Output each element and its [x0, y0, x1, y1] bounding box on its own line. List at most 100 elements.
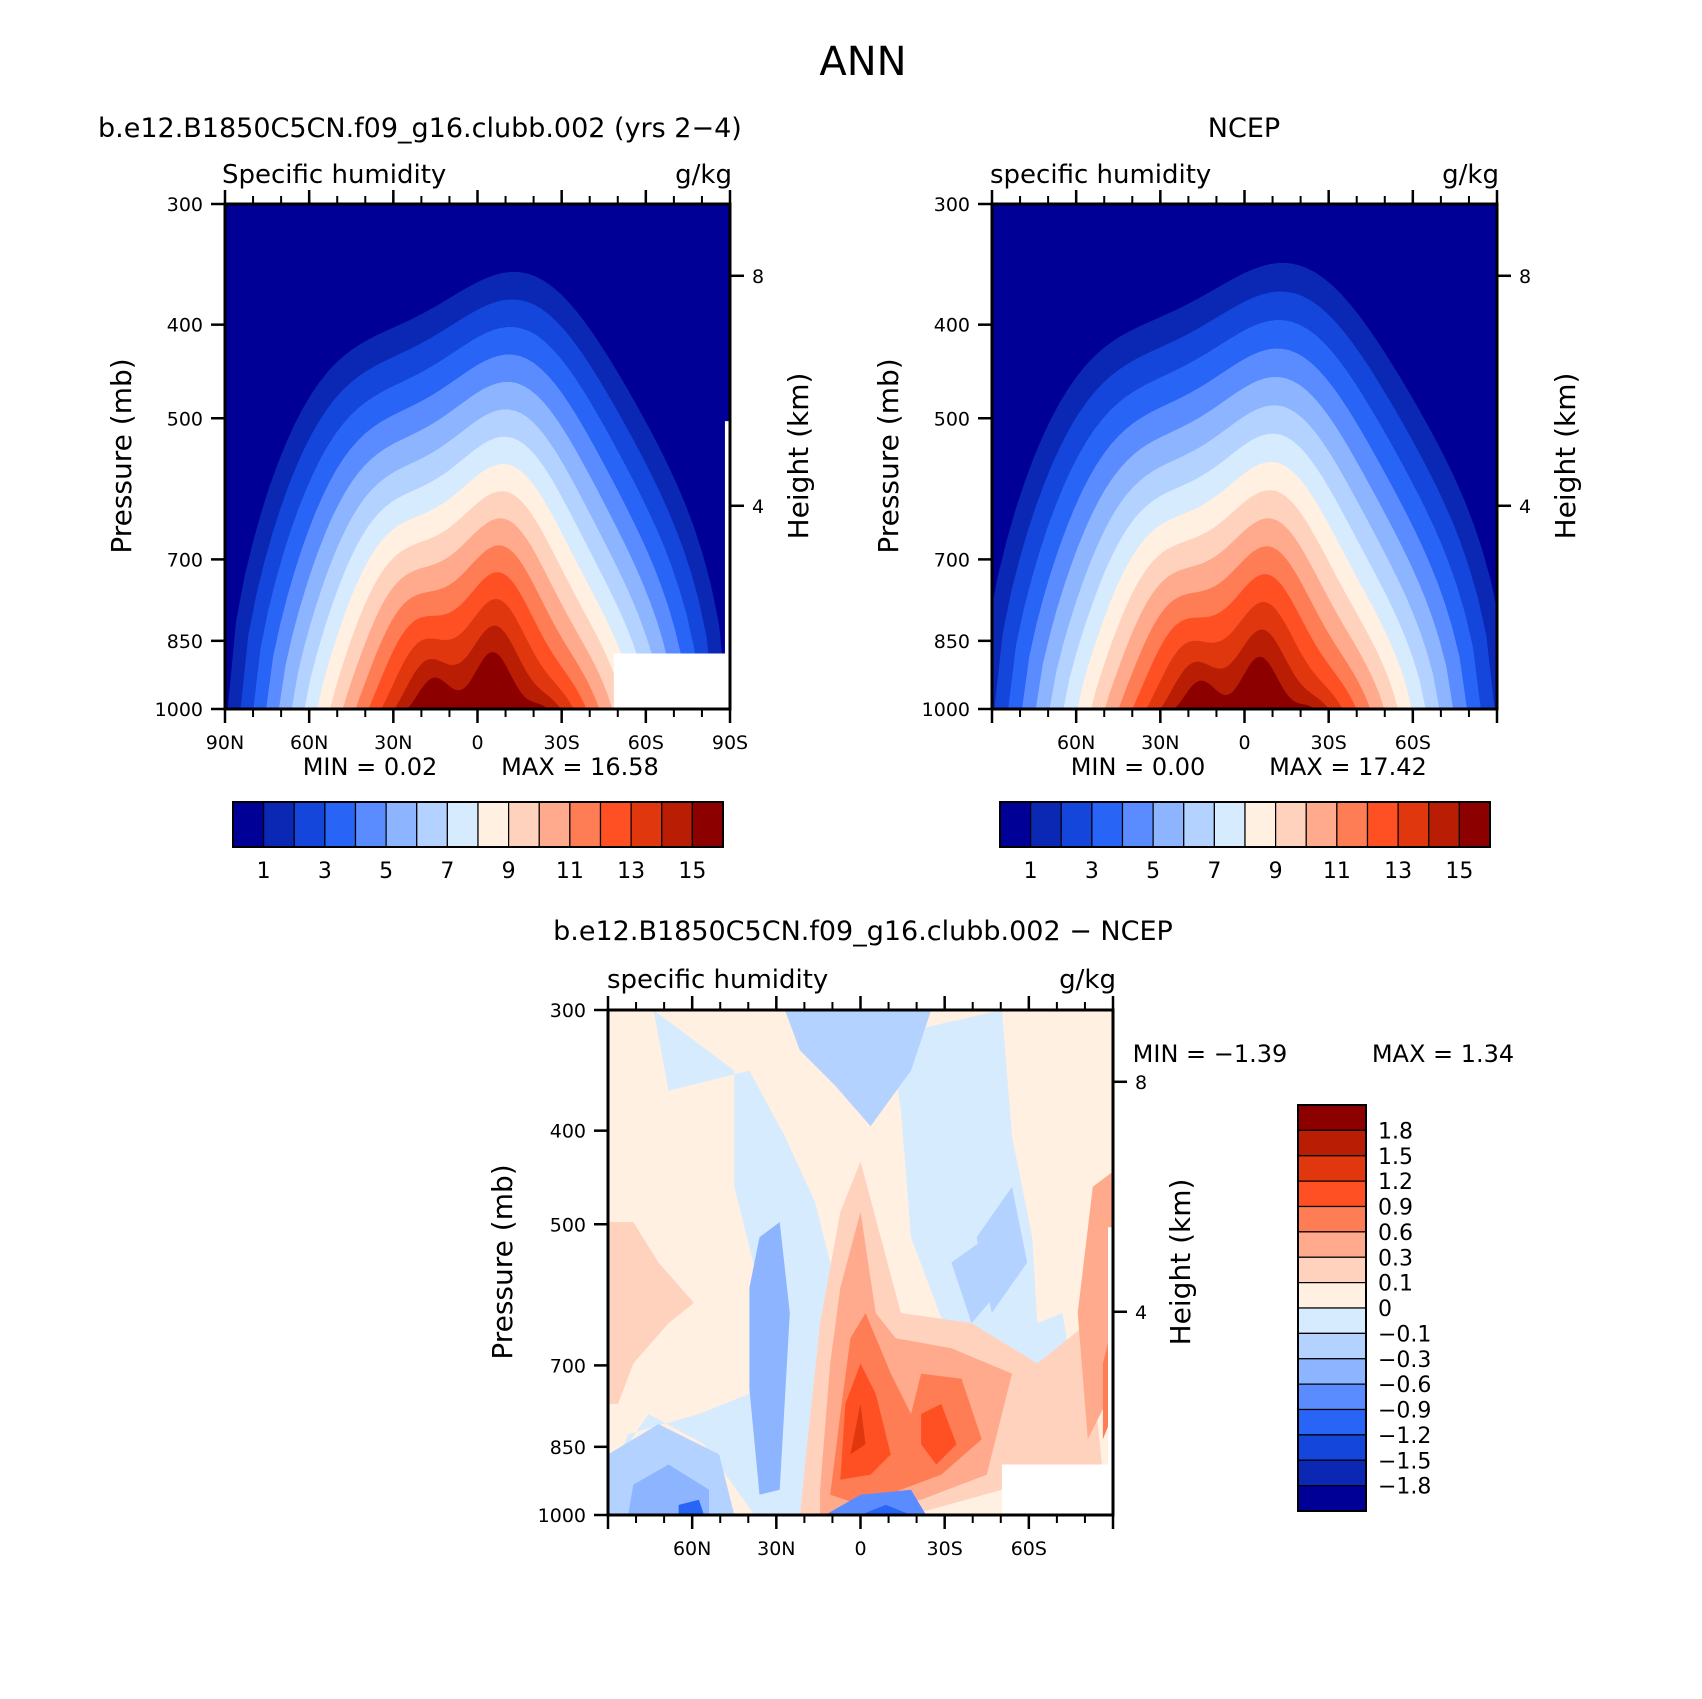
diff-region-low-neg3 [678, 1499, 704, 1515]
obs-ylabel-right: Height (km) [1549, 373, 1582, 540]
model-rtick-label: 8 [752, 266, 764, 288]
model-cbar-box [293, 801, 326, 848]
obs-cbar-box [1458, 801, 1491, 848]
model-min: MIN = 0.02 [303, 753, 438, 781]
diff-region-eq-pos5 [850, 1403, 866, 1455]
obs-ytick-label: 850 [934, 631, 970, 653]
model-cbar-label: 9 [502, 859, 516, 884]
model-cbar-box [416, 801, 448, 848]
diff-cbar-box [1297, 1155, 1367, 1182]
model-cbar-frame [232, 801, 724, 848]
diff-xtick-label: 0 [854, 1538, 866, 1560]
obs-cbar-box [1091, 801, 1124, 848]
diff-cbar-label: 1.5 [1378, 1145, 1413, 1170]
diff-cbar-box [1297, 1408, 1367, 1436]
obs-cbar-box [1183, 801, 1215, 848]
model-cbar-label: 11 [556, 859, 584, 884]
diff-cbar-label: 1.8 [1378, 1119, 1413, 1144]
model-ytick-label: 500 [167, 408, 203, 430]
diff-cbar-label: 0.1 [1378, 1272, 1413, 1297]
obs-cbar-box [1428, 801, 1460, 848]
obs-colorbar: 1 3 5 7 9 11 13 15 [999, 801, 1491, 884]
obs-ylabel: Pressure (mb) [872, 358, 905, 553]
diff-cbar-box [1297, 1231, 1367, 1258]
diff-variable-label: specific humidity [607, 965, 828, 995]
model-cbar-box [385, 801, 418, 848]
diff-cbar-frame [1297, 1104, 1367, 1512]
model-ylabel: Pressure (mb) [105, 358, 138, 553]
model-units-label: g/kg [675, 160, 732, 190]
diff-cbar-label: −1.5 [1378, 1449, 1431, 1474]
diff-region-missing [1001, 1227, 1113, 1515]
model-xtick-label: 90N [206, 732, 244, 754]
obs-cbar-label: 1 [1024, 859, 1038, 884]
diff-xtick-label: 30S [927, 1538, 963, 1560]
model-cbar-box [630, 801, 663, 848]
model-contour-fill [225, 204, 730, 709]
model-cbar-box [538, 801, 571, 848]
obs-ytick-label: 700 [934, 549, 970, 571]
obs-cbar-label: 5 [1146, 859, 1160, 884]
obs-xtick-label: 60S [1395, 732, 1431, 754]
model-cbar-box [599, 801, 632, 848]
model-cbar-box [508, 801, 540, 848]
model-colorbar: 1 3 5 7 9 11 13 15 [232, 801, 724, 884]
diff-cbar-label: 0.9 [1378, 1196, 1413, 1221]
obs-cbar-label: 13 [1384, 859, 1412, 884]
model-cbar-box [324, 801, 357, 848]
diff-axes: 60N 30N 0 30S 60S 300 400 500 700 850 1000 8 4 [538, 996, 1147, 1560]
diff-cbar-box [1297, 1307, 1367, 1334]
diff-cbar-box [1297, 1383, 1367, 1411]
obs-rtick-label: 8 [1519, 266, 1531, 288]
model-title: b.e12.B1850C5CN.f09_g16.clubb.002 (yrs 2… [98, 113, 742, 144]
diff-region-trop-neg [749, 1222, 790, 1495]
diff-cbar-label: 0 [1378, 1297, 1392, 1322]
obs-rtick-label: 4 [1519, 496, 1531, 518]
diff-cbar-box [1297, 1485, 1367, 1512]
diff-region-mid-neg [890, 1010, 1078, 1404]
diff-ylabel: Pressure (mb) [486, 1164, 519, 1359]
diff-cbar-label: 0.6 [1378, 1221, 1413, 1246]
diff-cbar-box [1297, 1282, 1367, 1309]
diff-colorbar: 1.81.51.20.90.60.30.10−0.1−0.3−0.6−0.9−1… [1297, 1104, 1431, 1512]
model-cbar-box [661, 801, 693, 848]
model-level-15 [406, 652, 549, 709]
diff-region-nh-pos [608, 1222, 694, 1404]
diff-region-eq-pos4 [840, 1363, 957, 1480]
model-xtick-label: 0 [471, 732, 483, 754]
diff-region-bottom-neg [825, 1489, 927, 1515]
obs-max: MAX = 17.42 [1269, 753, 1427, 781]
model-variable-label: Specific humidity [222, 160, 446, 190]
diff-cbar-label: −1.8 [1378, 1475, 1431, 1500]
obs-xtick-label: 60N [1057, 732, 1095, 754]
diff-cbar-label: 0.3 [1378, 1246, 1413, 1271]
model-cbar-box [569, 801, 602, 848]
diff-units-label: g/kg [1059, 965, 1116, 995]
diff-cbar-box [1297, 1129, 1367, 1157]
figure-title: ANN [819, 39, 906, 85]
diff-cbar-box [1297, 1205, 1367, 1233]
obs-contour-fill [992, 204, 1497, 709]
diff-cbar-box [1297, 1104, 1367, 1131]
model-xtick-label: 90S [712, 732, 748, 754]
panel-model: b.e12.B1850C5CN.f09_g16.clubb.002 (yrs 2… [98, 113, 815, 884]
diff-cbar-label: −1.2 [1378, 1424, 1431, 1449]
obs-cbar-box [1121, 801, 1154, 848]
diff-rtick-label: 8 [1135, 1072, 1147, 1094]
obs-xtick-label: 30N [1141, 732, 1179, 754]
obs-level-15 [1173, 656, 1316, 709]
diff-ytick-label: 700 [550, 1355, 586, 1377]
diff-region-sh-neg [951, 1186, 1028, 1324]
panel-diff: b.e12.B1850C5CN.f09_g16.clubb.002 − NCEP… [486, 916, 1514, 1560]
diff-max: MAX = 1.34 [1372, 1040, 1514, 1068]
diff-rtick-label: 4 [1135, 1302, 1147, 1324]
model-xtick-label: 60S [628, 732, 664, 754]
diff-cbar-label: 1.2 [1378, 1170, 1413, 1195]
diff-ytick-label: 850 [550, 1437, 586, 1459]
model-axes: 90N 60N 30N 0 30S 60S 90S 300 400 500 700 850 1000 8 4 [155, 190, 764, 754]
model-cbar-box [446, 801, 479, 848]
obs-ytick-label: 500 [934, 408, 970, 430]
diff-region-bottom-neg2 [860, 1504, 911, 1515]
obs-xtick-label: 30S [1311, 732, 1347, 754]
model-max: MAX = 16.58 [501, 753, 659, 781]
